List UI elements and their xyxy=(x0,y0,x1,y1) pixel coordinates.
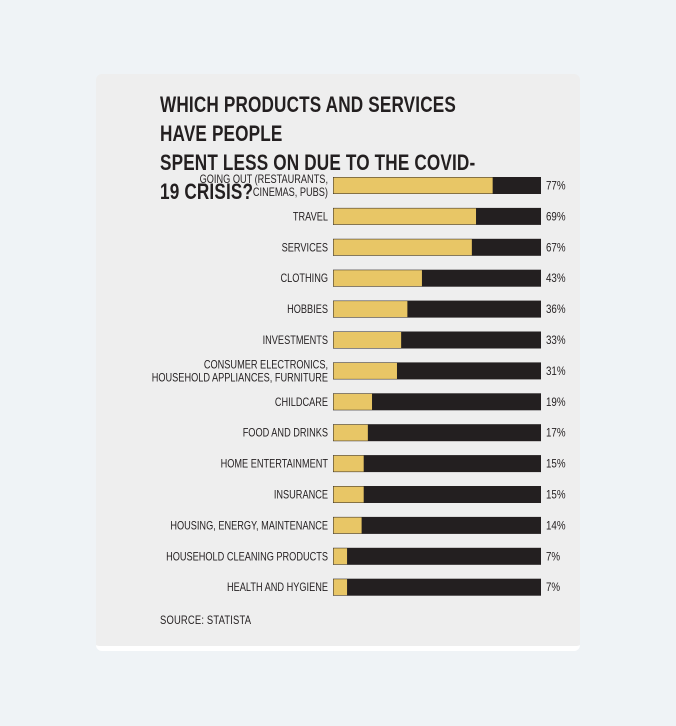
category-label: FOOD AND DRINKS xyxy=(243,428,328,440)
bar-remainder xyxy=(333,393,541,411)
value-label: 33% xyxy=(546,334,566,347)
value-label: 17% xyxy=(546,427,566,440)
value-label: 43% xyxy=(546,273,566,286)
bar-row: HOME ENTERTAINMENT 15% xyxy=(221,455,566,473)
bar-row: GOING OUT (RESTAURANTS,CINEMAS, PUBS) 77% xyxy=(200,174,566,199)
bar-row: HOBBIES 36% xyxy=(287,300,566,318)
bar-row: SERVICES 67% xyxy=(282,238,566,256)
value-label: 19% xyxy=(546,396,566,409)
bar-row: HOUSING, ENERGY, MAINTENANCE 14% xyxy=(170,516,566,534)
value-label: 7% xyxy=(546,582,561,595)
category-label: CINEMAS, PUBS) xyxy=(253,187,328,199)
bar-row: TRAVEL 69% xyxy=(293,207,566,225)
chart-title: WHICH PRODUCTS AND SERVICES HAVE PEOPLE … xyxy=(160,92,476,204)
bar-value xyxy=(333,424,368,441)
bar-row: HEALTH AND HYGIENE 7% xyxy=(227,578,561,596)
bar-value xyxy=(333,362,397,379)
bar-value xyxy=(333,208,477,225)
category-label: CLOTHING xyxy=(280,273,328,285)
value-label: 15% xyxy=(546,489,566,502)
value-label: 7% xyxy=(546,551,561,564)
category-label: HOUSING, ENERGY, MAINTENANCE xyxy=(170,521,328,533)
category-label: HOUSEHOLD CLEANING PRODUCTS xyxy=(166,551,328,563)
category-label: HOUSEHOLD APPLIANCES, FURNITURE xyxy=(152,373,328,385)
bar-row: INVESTMENTS 33% xyxy=(263,331,566,349)
category-label: CONSUMER ELECTRONICS, xyxy=(204,360,328,372)
bar-row: HOUSEHOLD CLEANING PRODUCTS 7% xyxy=(166,547,561,565)
bar-value xyxy=(333,239,472,256)
category-label: INSURANCE xyxy=(274,490,328,502)
value-label: 67% xyxy=(546,242,566,255)
value-label: 69% xyxy=(546,211,566,224)
bar-row: CONSUMER ELECTRONICS,HOUSEHOLD APPLIANCE… xyxy=(152,360,566,385)
value-label: 14% xyxy=(546,520,566,533)
category-label: SERVICES xyxy=(282,242,328,254)
bar-remainder xyxy=(333,424,541,442)
source-note: SOURCE: STATISTA xyxy=(160,615,252,627)
category-label: HEALTH AND HYGIENE xyxy=(227,582,328,594)
bar-row: CHILDCARE 19% xyxy=(275,393,566,411)
bar-value xyxy=(333,393,373,410)
bar-row: CLOTHING 43% xyxy=(280,269,566,287)
category-label: HOME ENTERTAINMENT xyxy=(221,459,329,471)
bar-value xyxy=(333,177,493,194)
category-label: CHILDCARE xyxy=(275,397,328,409)
value-label: 36% xyxy=(546,303,566,316)
bar-row: FOOD AND DRINKS 17% xyxy=(243,424,566,442)
bar-value xyxy=(333,548,348,565)
value-label: 77% xyxy=(546,180,566,193)
category-label: HOBBIES xyxy=(287,304,328,316)
bar-row: INSURANCE 15% xyxy=(274,486,566,503)
bar-value xyxy=(333,301,408,318)
bar-value xyxy=(333,486,364,503)
bar-remainder xyxy=(333,547,541,565)
value-label: 31% xyxy=(546,365,566,378)
bar-remainder xyxy=(333,516,541,534)
bar-value xyxy=(333,332,402,348)
bar-value xyxy=(333,270,422,287)
value-label: 15% xyxy=(546,458,566,471)
category-label: GOING OUT (RESTAURANTS, xyxy=(200,174,328,186)
bar-value xyxy=(333,517,362,534)
category-label: INVESTMENTS xyxy=(263,335,328,347)
bar-remainder xyxy=(333,578,541,596)
bar-value xyxy=(333,455,364,472)
category-label: TRAVEL xyxy=(293,212,328,224)
bar-remainder xyxy=(333,455,541,473)
bar-remainder xyxy=(333,486,541,503)
bar-value xyxy=(333,579,348,596)
